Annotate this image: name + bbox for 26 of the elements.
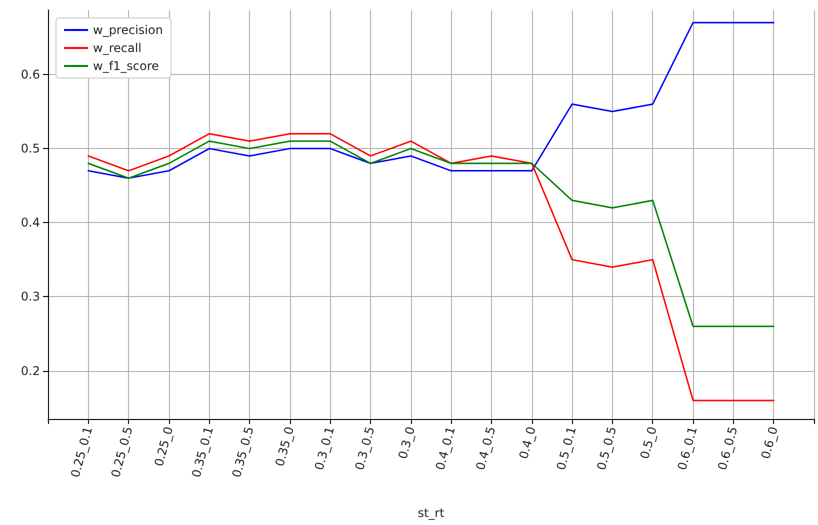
x-axis-title: st_rt (418, 506, 445, 520)
line-series (88, 132, 774, 402)
y-tick-label: 0.2 (20, 364, 40, 378)
legend-label: w_recall (93, 41, 142, 55)
legend-label: w_precision (93, 23, 163, 37)
legend-label: w_f1_score (93, 59, 159, 73)
y-tick-label: 0.3 (20, 290, 40, 304)
line-series (88, 140, 774, 328)
line-series (88, 22, 774, 179)
x-tick-label: 0.3_0 (396, 425, 418, 460)
x-tick-label: 0.3_0.5 (352, 425, 378, 472)
x-tick-label: 0.5_0.1 (554, 425, 579, 472)
x-tick-label: 0.35_0 (272, 425, 297, 468)
x-tick-label: 0.6_0 (758, 425, 780, 460)
y-tick-label: 0.6 (20, 67, 40, 82)
x-tick-label: 0.4_0.1 (432, 425, 458, 472)
x-tick-label: 0.4_0 (516, 425, 539, 460)
y-tick-label: 0.5 (20, 142, 40, 156)
x-tick-label: 0.4_0.5 (473, 425, 498, 472)
x-tick-label: 0.25_0 (152, 425, 176, 468)
y-tick-label: 0.4 (20, 216, 40, 230)
x-tick-label: 0.5_0.5 (594, 425, 620, 472)
x-tick-label: 0.3_0.1 (312, 425, 337, 472)
x-tick-label: 0.5_0 (638, 425, 660, 460)
x-tick-label: 0.6_0.5 (715, 425, 740, 472)
x-tick-label: 0.6_0.1 (674, 425, 700, 472)
